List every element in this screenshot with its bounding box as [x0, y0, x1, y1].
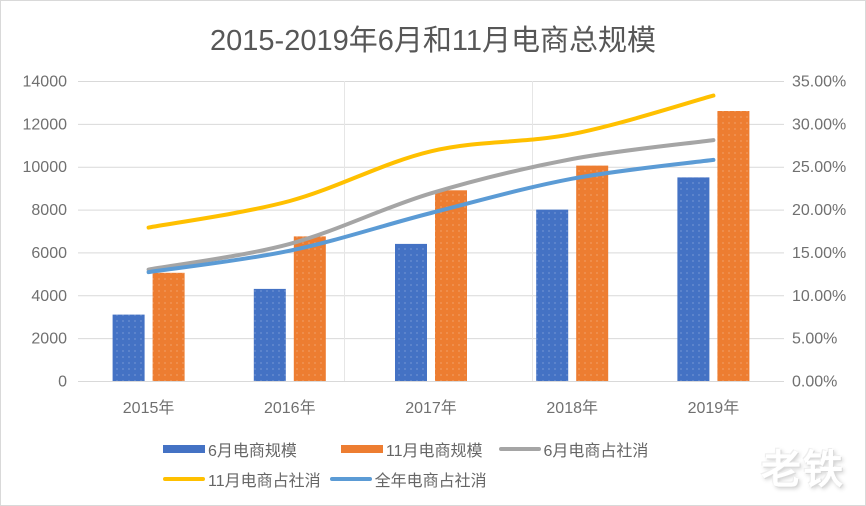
- legend-row-1: 6月电商规模 11月电商规模 6月电商占社消: [1, 434, 865, 464]
- legend-line-swatch: [329, 477, 372, 481]
- svg-text:0: 0: [58, 374, 67, 391]
- legend-bar-swatch: [340, 445, 383, 453]
- legend-line-swatch: [498, 447, 541, 451]
- svg-text:2018年: 2018年: [546, 399, 598, 417]
- svg-text:30.00%: 30.00%: [792, 116, 846, 133]
- svg-text:12000: 12000: [23, 116, 68, 133]
- svg-text:2015年: 2015年: [123, 399, 175, 417]
- svg-text:5.00%: 5.00%: [792, 331, 837, 348]
- right-axis-labels: 0.00% 5.00% 10.00% 15.00% 20.00% 25.00% 30.00%…: [792, 74, 846, 391]
- legend-label: 11月电商占社消: [208, 473, 321, 490]
- chart-title: 2015-2019年6月和11月电商总规模: [210, 25, 656, 57]
- svg-text:35.00%: 35.00%: [792, 74, 846, 91]
- svg-text:2000: 2000: [31, 331, 67, 348]
- svg-text:2017年: 2017年: [405, 399, 457, 417]
- left-axis-labels: 0 2000 4000 6000 8000 10000 12000 14000: [23, 74, 68, 391]
- bars-november: [152, 111, 750, 381]
- svg-text:6000: 6000: [31, 245, 67, 262]
- legend-item: 6月电商占社消: [498, 437, 649, 461]
- legend-row-2: 11月电商占社消 全年电商占社消: [1, 464, 865, 494]
- legend-item: 6月电商规模: [163, 437, 297, 461]
- legend-item: 11月电商占社消: [163, 467, 321, 491]
- bars-june: [112, 177, 710, 381]
- svg-text:2019年: 2019年: [688, 399, 740, 417]
- legend-item: 11月电商规模: [340, 437, 483, 461]
- legend-label: 全年电商占社消: [374, 473, 487, 490]
- svg-text:8000: 8000: [31, 202, 67, 219]
- legend-bar-swatch: [163, 445, 205, 453]
- background-artifact-lines: [344, 81, 533, 381]
- svg-text:14000: 14000: [23, 74, 68, 91]
- line-june-share: [146, 138, 716, 272]
- svg-text:15.00%: 15.00%: [792, 245, 846, 262]
- svg-text:10000: 10000: [23, 159, 68, 176]
- legend-label: 6月电商占社消: [543, 443, 649, 460]
- legend-label: 6月电商规模: [208, 443, 297, 460]
- svg-text:25.00%: 25.00%: [792, 159, 846, 176]
- svg-text:0.00%: 0.00%: [792, 374, 837, 391]
- svg-text:20.00%: 20.00%: [792, 202, 846, 219]
- line-year-share: [146, 157, 716, 275]
- svg-text:10.00%: 10.00%: [792, 288, 846, 305]
- svg-text:2016年: 2016年: [264, 399, 316, 417]
- line-november-share: [146, 93, 716, 230]
- legend: 6月电商规模 11月电商规模 6月电商占社消 11月电商占社消 全年电商占社消: [1, 434, 865, 494]
- grid-lines: [78, 81, 784, 382]
- svg-text:4000: 4000: [31, 288, 67, 305]
- legend-line-swatch: [163, 477, 205, 481]
- x-axis-labels: 2015年 2016年 2017年 2018年 2019年: [123, 399, 739, 417]
- watermark: 老铁: [761, 448, 845, 492]
- legend-item: 全年电商占社消: [329, 467, 487, 491]
- legend-label: 11月电商规模: [385, 443, 483, 460]
